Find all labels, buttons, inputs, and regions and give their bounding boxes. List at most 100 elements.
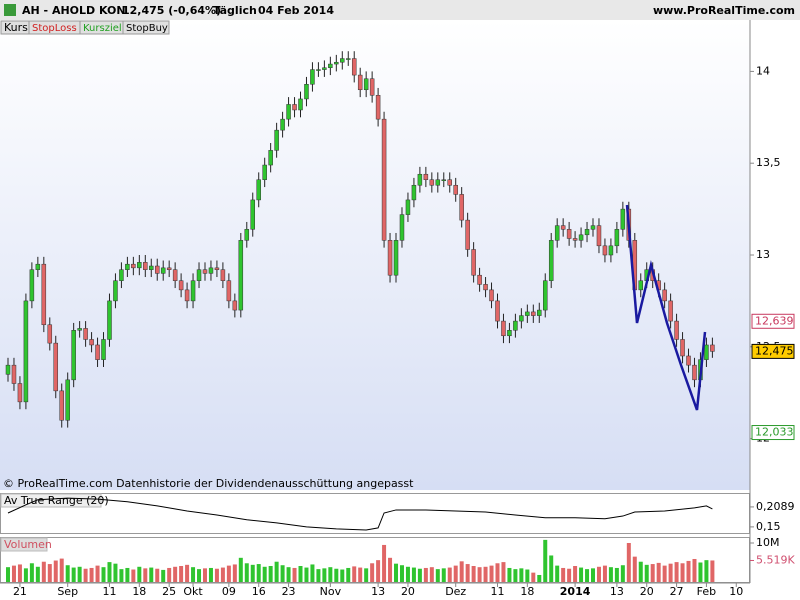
volume-bar: [53, 560, 58, 582]
y-tick-label: 13: [756, 248, 770, 261]
candle-body: [250, 199, 255, 230]
volume-bar: [459, 561, 464, 582]
candle-body: [184, 289, 190, 302]
volume-bar: [453, 565, 458, 582]
trend-drawing[interactable]: [625, 204, 707, 411]
volume-bar: [608, 567, 613, 582]
candle-body: [256, 179, 261, 201]
price-marker-label: 12,033: [755, 426, 794, 439]
volume-bar: [119, 569, 124, 582]
candle-body: [471, 249, 476, 276]
volume-bar: [388, 557, 393, 582]
x-tick-label: 16: [252, 585, 266, 598]
y-tick-label: 13,5: [756, 156, 781, 169]
atr-line: [7, 497, 713, 531]
candle-body: [119, 269, 124, 281]
candle-body: [578, 234, 584, 241]
volume-bar: [256, 564, 261, 582]
candle-body: [160, 267, 166, 274]
candle-body: [5, 364, 11, 375]
candle-body: [423, 173, 429, 180]
candle-body: [47, 324, 53, 344]
candle-body: [35, 263, 41, 270]
volume-bar: [429, 567, 434, 582]
volume-bar: [483, 566, 488, 582]
volume-bar: [501, 562, 506, 582]
volume-bar: [149, 567, 154, 582]
candle-body: [399, 214, 405, 241]
candle-body: [166, 267, 172, 270]
volume-bar: [585, 569, 590, 582]
volume-bar: [298, 566, 303, 582]
candle-body: [83, 328, 88, 340]
x-tick-label: Nov: [320, 585, 342, 598]
candle-body: [322, 67, 327, 70]
price-panel: [0, 20, 750, 490]
candle-body: [614, 229, 620, 247]
candle-body: [495, 300, 500, 322]
volume-bar: [704, 560, 709, 582]
candle-body: [190, 280, 196, 302]
candle-body: [304, 84, 309, 100]
candle-body: [262, 164, 267, 180]
volume-bar: [549, 555, 554, 582]
x-tick-label: Feb: [697, 585, 716, 598]
volume-bar: [710, 560, 715, 582]
tab-label: StopBuy: [126, 23, 168, 34]
candle-body: [351, 58, 357, 76]
candle-body: [608, 245, 614, 256]
volume-bar: [262, 566, 267, 582]
x-tick-label: 20: [640, 585, 654, 598]
volume-bar: [435, 569, 440, 582]
candle-body: [220, 269, 226, 281]
candle-body: [334, 61, 339, 65]
volume-bar: [77, 566, 82, 582]
price-marker-label: 12,475: [755, 344, 794, 357]
volume-bar: [197, 569, 202, 582]
price-marker-box: [751, 343, 795, 359]
header-icon[interactable]: [4, 4, 16, 16]
candle-body: [143, 262, 148, 270]
candle-body: [298, 98, 303, 111]
candle-body: [17, 383, 23, 403]
volume-bar: [686, 560, 691, 582]
atr-panel: [0, 493, 750, 534]
volume-bar: [23, 568, 28, 582]
candle-body: [662, 289, 667, 302]
volume-bar: [310, 564, 315, 582]
volume-bar: [220, 567, 225, 582]
volume-bar: [405, 566, 410, 582]
candle-body: [465, 219, 470, 250]
volume-bar: [411, 567, 416, 582]
volume-bar: [513, 569, 518, 582]
x-tick-label: 2014: [560, 585, 591, 598]
x-tick-label: 23: [282, 585, 296, 598]
volume-bar: [286, 567, 291, 582]
volume-bar: [465, 564, 470, 582]
candle-body: [668, 300, 673, 322]
candle-body: [280, 118, 285, 131]
candle-body: [537, 309, 542, 316]
volume-bar: [65, 565, 70, 582]
candle-body: [71, 330, 76, 381]
candle-body: [507, 330, 512, 337]
x-tick-label: 10: [729, 585, 743, 598]
volume-bar: [202, 568, 207, 582]
candle-body: [572, 238, 578, 241]
candle-body: [387, 240, 393, 276]
volume-bar: [364, 568, 369, 582]
tab-label: Kurs: [4, 21, 28, 34]
atr-title: Av True Range (20): [4, 494, 109, 507]
volume-bar: [591, 568, 596, 582]
volume-bar: [632, 556, 637, 582]
volume-bar: [11, 565, 16, 582]
volume-bar: [334, 568, 339, 582]
volume-bar: [519, 568, 524, 582]
volume-panel: [0, 537, 750, 583]
tab[interactable]: [122, 20, 170, 35]
symbol: AH - AHOLD KON: [22, 4, 126, 17]
volume-bar: [107, 562, 112, 582]
candle-body: [363, 78, 369, 91]
x-tick-label: 11: [102, 585, 116, 598]
